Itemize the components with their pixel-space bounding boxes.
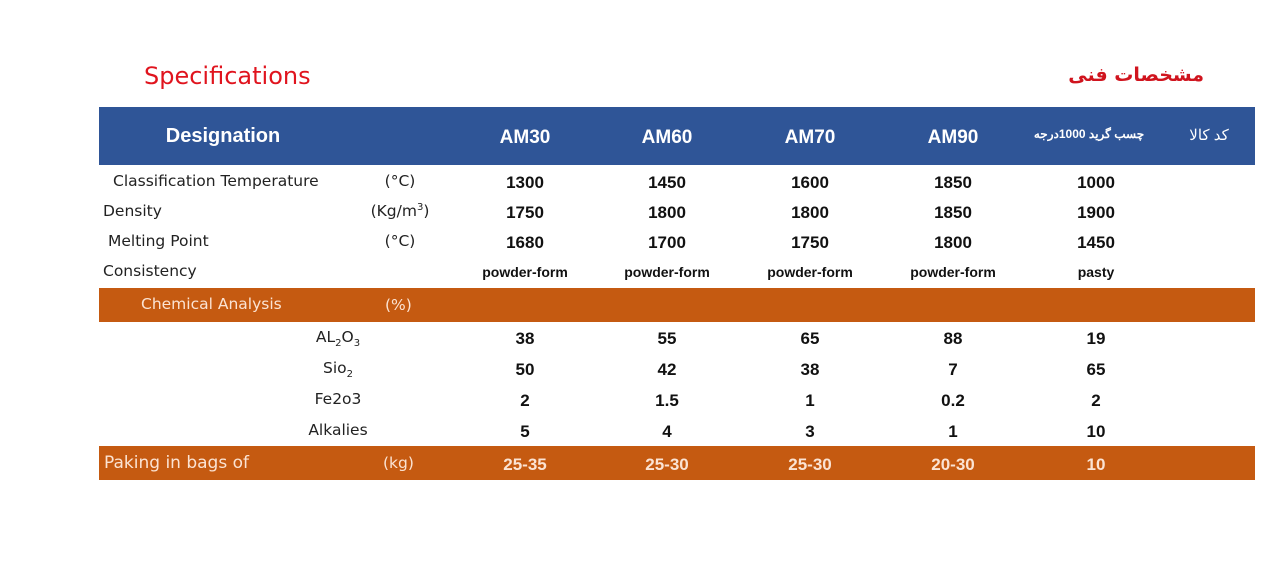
property-value: 1450	[648, 173, 686, 192]
chemical-name-part: 3	[353, 338, 361, 350]
property-value: pasty	[1077, 264, 1115, 280]
packing-value: 25-30	[645, 455, 689, 474]
property-label: Consistency	[103, 262, 197, 280]
chemical-value: 1	[948, 422, 958, 441]
column-header: AM90	[927, 127, 979, 148]
page-title: Specifications	[144, 62, 311, 90]
table-header: Designation AM30 AM60 AM70 AM90 چسب گرید…	[99, 107, 1255, 165]
chemical-value: 38	[515, 329, 535, 348]
chemical-name: Sio2	[323, 359, 353, 380]
chemical-unit: (%)	[385, 296, 412, 314]
chemical-name-part: Alkalies	[308, 421, 368, 439]
property-value: 1300	[506, 173, 544, 192]
property-value: 1850	[934, 173, 972, 192]
property-value: 1450	[1077, 233, 1115, 252]
property-unit: (°C)	[385, 232, 416, 250]
chemical-value: 4	[662, 422, 672, 441]
property-value: 1850	[934, 203, 972, 222]
chemical-name: AL2O3	[316, 328, 360, 349]
chemical-value: 0.2	[941, 391, 965, 410]
chemical-label: Chemical Analysis	[141, 295, 282, 313]
property-value: 1750	[791, 233, 829, 252]
chemical-value: 1.5	[655, 391, 679, 410]
chemical-value: 65	[1086, 360, 1106, 379]
chemical-name-part: Sio	[322, 359, 347, 377]
chemical-value: 5	[520, 422, 530, 441]
packing-value: 20-30	[931, 455, 975, 474]
column-header: AM60	[641, 127, 693, 148]
packing-value: 25-35	[503, 455, 547, 474]
column-header: چسب گرید 1000درجه	[1033, 127, 1145, 141]
designation-header: Designation	[165, 125, 281, 147]
column-header: AM30	[499, 127, 551, 148]
property-value: 1800	[648, 203, 686, 222]
chemical-name: Fe2o3	[315, 390, 362, 408]
chemical-value: 50	[515, 360, 535, 379]
chemical-value: 1	[805, 391, 815, 410]
chemical-value: 19	[1086, 329, 1106, 348]
unit-text: (Kg/m	[370, 202, 417, 221]
column-header: AM70	[784, 127, 836, 148]
property-value: 1900	[1077, 203, 1115, 222]
chemical-value: 10	[1086, 422, 1106, 441]
property-unit: (°C)	[385, 172, 416, 190]
unit-text: (°C)	[384, 232, 416, 250]
chemical-value: 65	[800, 329, 820, 348]
chemical-value: 7	[948, 360, 958, 379]
packing-unit: (kg)	[383, 454, 414, 472]
chemical-value: 42	[657, 360, 677, 379]
unit-text: )	[423, 202, 430, 221]
packing-value: 10	[1086, 455, 1106, 474]
property-label: Density	[103, 202, 162, 220]
property-label: Melting Point	[108, 232, 209, 250]
property-value: 1680	[506, 233, 544, 252]
packing-label: Paking in bags of	[104, 453, 249, 473]
chemical-name-part: O	[341, 328, 354, 346]
chemical-analysis-band: Chemical Analysis (%)	[99, 288, 1255, 322]
chemical-value: 3	[805, 422, 815, 441]
page-title-fa: مشخصات فنی	[1068, 64, 1204, 86]
code-header: کد کالا	[1189, 127, 1229, 144]
chemical-value: 38	[800, 360, 820, 379]
unit-text: (°C)	[384, 172, 416, 190]
chemical-value: 55	[657, 329, 677, 348]
chemical-value: 2	[1091, 391, 1101, 410]
chemical-name-part: Fe2o3	[314, 390, 362, 408]
chemical-name: Alkalies	[308, 421, 367, 439]
property-value: 1700	[648, 233, 686, 252]
property-value: 1800	[934, 233, 972, 252]
chemical-value: 88	[943, 329, 963, 348]
unit-superscript: 3	[416, 202, 424, 213]
chemical-name-part: 2	[346, 369, 354, 381]
chemical-value: 2	[520, 391, 530, 410]
property-value: 1000	[1077, 173, 1115, 192]
chemical-name-part: 2	[335, 338, 342, 350]
packing-band: Paking in bags of (kg) 25-35 25-30 25-30…	[99, 446, 1255, 480]
property-value: 1750	[506, 203, 544, 222]
property-value: powder-form	[910, 264, 996, 280]
property-value: powder-form	[767, 264, 853, 280]
property-value: 1600	[791, 173, 829, 192]
property-unit: (Kg/m3)	[371, 202, 430, 220]
property-label: Classification Temperature	[113, 172, 319, 190]
property-value: 1800	[791, 203, 829, 222]
property-value: powder-form	[482, 264, 568, 280]
packing-value: 25-30	[788, 455, 832, 474]
property-value: powder-form	[624, 264, 710, 280]
chemical-name-part: AL	[315, 328, 336, 346]
